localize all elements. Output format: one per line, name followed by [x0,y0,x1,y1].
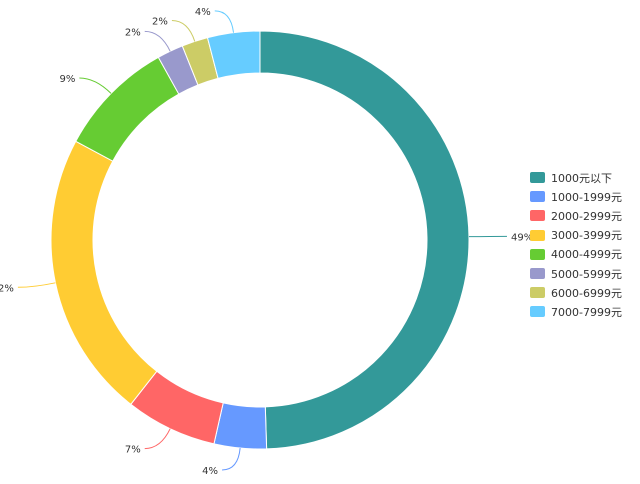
legend-item-4[interactable]: 4000-4999元 [530,245,622,264]
legend-swatch [530,210,545,221]
legend-item-1[interactable]: 1000-1999元 [530,187,622,206]
data-label-2: 7% [125,445,141,456]
legend-item-0[interactable]: 1000元以下 [530,168,622,187]
leader-line-4 [79,78,111,93]
leader-line-2 [145,429,170,449]
legend-label: 1000-1999元 [551,189,622,205]
legend-swatch [530,287,545,298]
data-label-6: 2% [152,17,168,28]
slice-3[interactable] [51,141,157,404]
legend-label: 6000-6999元 [551,285,622,301]
leader-line-5 [145,31,170,51]
slices-group [51,31,469,449]
data-label-4: 9% [59,74,75,85]
data-label-3: 22% [0,283,14,294]
slice-0[interactable] [260,31,469,449]
data-label-5: 2% [125,27,141,38]
legend-item-2[interactable]: 2000-2999元 [530,206,622,225]
leader-line-3 [18,283,56,288]
legend-swatch [530,249,545,260]
legend-swatch [530,172,545,183]
legend-label: 7000-7999元 [551,304,622,320]
leader-line-6 [172,21,195,42]
legend-swatch [530,230,545,241]
legend: 1000元以下 1000-1999元 2000-2999元 3000-3999元 400… [530,168,622,322]
leader-line-7 [215,11,234,33]
legend-label: 3000-3999元 [551,227,622,243]
legend-label: 1000元以下 [551,170,612,186]
legend-label: 4000-4999元 [551,246,622,262]
legend-label: 2000-2999元 [551,208,622,224]
legend-item-5[interactable]: 5000-5999元 [530,264,622,283]
leader-line-1 [222,448,240,470]
legend-swatch [530,191,545,202]
legend-item-6[interactable]: 6000-6999元 [530,283,622,302]
data-label-7: 4% [195,7,211,18]
legend-swatch [530,268,545,279]
legend-item-3[interactable]: 3000-3999元 [530,226,622,245]
legend-label: 5000-5999元 [551,266,622,282]
data-label-1: 4% [202,466,218,477]
legend-swatch [530,306,545,317]
slice-4[interactable] [76,57,179,161]
legend-item-7[interactable]: 7000-7999元 [530,302,622,321]
